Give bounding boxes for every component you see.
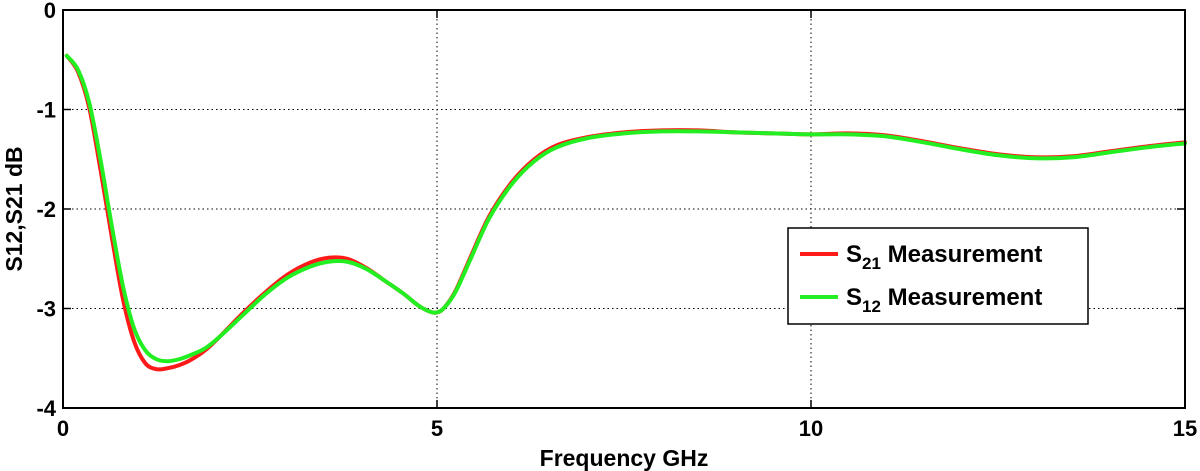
y-tick-label: 0: [44, 0, 56, 23]
y-tick-label: -1: [36, 98, 56, 123]
axis-ticks: [62, 9, 1186, 409]
legend-s12-sub: 12: [862, 297, 881, 316]
grid-lines: [63, 10, 1185, 408]
y-tick-label: -4: [36, 396, 56, 421]
x-tick-label: 10: [799, 416, 823, 441]
x-tick-label: 15: [1173, 416, 1197, 441]
legend-s21-main: S: [846, 241, 862, 268]
series-layer: [64, 53, 1187, 372]
y-tick-label: -2: [36, 197, 56, 222]
legend-box: [787, 227, 1089, 325]
series-line-s12: [64, 53, 1187, 364]
legend-label-s21: S21 Measurement: [846, 241, 1042, 273]
legend-s21-rest: Measurement: [881, 241, 1042, 268]
plot-background: [63, 10, 1185, 408]
legend: S21 Measurement S12 Measurement: [787, 227, 1089, 325]
x-tick-label: 0: [57, 416, 69, 441]
x-axis-title: Frequency GHz: [540, 445, 709, 471]
y-tick-label: -3: [36, 297, 56, 322]
x-tick-label: 5: [431, 416, 443, 441]
y-axis-title: S12,S21 dB: [1, 146, 27, 271]
tick-labels: 0 5 10 15 0 -1 -2 -3 -4: [36, 0, 1197, 441]
legend-s21-sub: 21: [862, 254, 881, 273]
legend-s12-main: S: [846, 284, 862, 311]
legend-label-s12: S12 Measurement: [846, 284, 1042, 316]
legend-s12-rest: Measurement: [881, 284, 1042, 311]
